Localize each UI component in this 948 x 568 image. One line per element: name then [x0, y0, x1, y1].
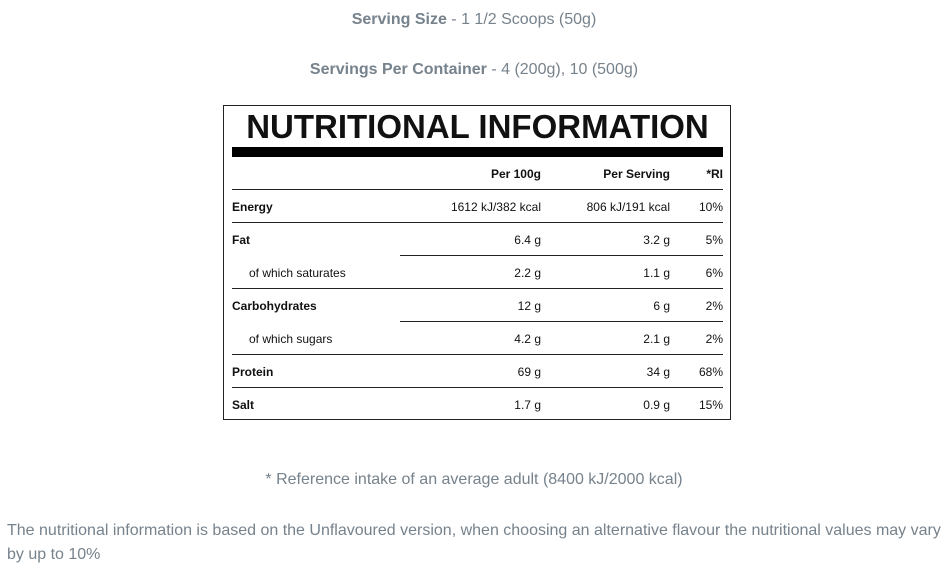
table-row: Energy 1612 kJ/382 kcal 806 kJ/191 kcal 10% [232, 190, 723, 223]
row-label: Salt [232, 398, 255, 412]
table-title: NUTRITIONAL INFORMATION [246, 108, 709, 145]
nutrition-table: NUTRITIONAL INFORMATION Per 100g Per Ser… [223, 105, 731, 420]
servings-per-container: Servings Per Container - 4 (200g), 10 (5… [0, 61, 948, 79]
divider [400, 321, 723, 322]
divider [232, 387, 723, 388]
per-serving-value: 806 kJ/191 kcal [586, 200, 670, 214]
servings-label: Servings Per Container [309, 61, 487, 78]
row-label: of which sugars [249, 332, 333, 346]
header-ri: *RI [706, 167, 723, 181]
reference-note: * Reference intake of an average adult (… [265, 471, 683, 488]
per100-value: 2.2 g [514, 266, 541, 280]
per100-value: 1.7 g [514, 398, 541, 412]
ri-value: 10% [698, 200, 723, 214]
per-serving-value: 6 g [653, 299, 670, 313]
per-serving-value: 3.2 g [643, 233, 670, 247]
table-row: Fat 6.4 g 3.2 g 5% [232, 223, 723, 256]
per100-value: 6.4 g [514, 233, 541, 247]
per100-value: 12 g [517, 299, 541, 313]
serving-size-label: Serving Size [351, 11, 447, 28]
serving-size: Serving Size - 1 1/2 Scoops (50g) [0, 11, 948, 29]
ri-value: 2% [705, 299, 723, 313]
table-row: of which sugars 4.2 g 2.1 g 2% [232, 322, 723, 355]
per-serving-value: 1.1 g [643, 266, 670, 280]
table-header: Per 100g Per Serving *RI [232, 157, 723, 190]
divider [232, 288, 723, 289]
row-label: Protein [232, 365, 274, 379]
ri-value: 2% [705, 332, 723, 346]
per100-value: 69 g [517, 365, 541, 379]
per100-value: 4.2 g [514, 332, 541, 346]
disclaimer: The nutritional information is based on … [7, 522, 941, 563]
per-serving-value: 34 g [646, 365, 670, 379]
ri-value: 68% [698, 365, 723, 379]
row-label: Carbohydrates [232, 299, 317, 313]
per-serving-value: 2.1 g [643, 332, 670, 346]
serving-size-value: - 1 1/2 Scoops (50g) [446, 11, 597, 28]
table-row: of which saturates 2.2 g 1.1 g 6% [232, 256, 723, 289]
header-per-serving: Per Serving [603, 167, 670, 181]
title-divider [232, 147, 723, 157]
divider [232, 354, 723, 355]
ri-value: 5% [705, 233, 723, 247]
divider [232, 189, 723, 190]
per100-value: 1612 kJ/382 kcal [450, 200, 541, 214]
ri-value: 6% [705, 266, 723, 280]
divider [232, 222, 723, 223]
row-label: of which saturates [249, 266, 346, 280]
table-row: Protein 69 g 34 g 68% [232, 355, 723, 388]
divider [400, 255, 723, 256]
header-per100: Per 100g [490, 167, 541, 181]
table-row: Salt 1.7 g 0.9 g 15% [232, 388, 723, 421]
table-row: Carbohydrates 12 g 6 g 2% [232, 289, 723, 322]
per-serving-value: 0.9 g [643, 398, 670, 412]
servings-value: - 4 (200g), 10 (500g) [486, 61, 639, 78]
row-label: Fat [232, 233, 250, 247]
row-label: Energy [232, 200, 273, 214]
ri-value: 15% [698, 398, 723, 412]
